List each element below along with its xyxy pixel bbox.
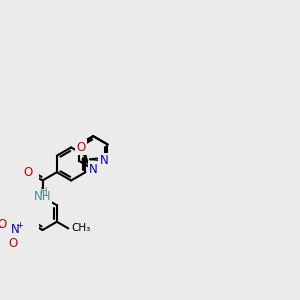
Text: O: O (8, 236, 17, 250)
Text: H: H (40, 187, 48, 197)
Text: N: N (89, 163, 98, 176)
Text: O: O (24, 166, 33, 179)
Text: N: N (100, 154, 108, 167)
Text: O: O (76, 141, 86, 154)
Text: N: N (11, 223, 20, 236)
Text: +: + (16, 221, 23, 230)
Text: CH₃: CH₃ (72, 224, 91, 233)
Text: NH: NH (34, 190, 51, 203)
Text: O: O (0, 218, 7, 231)
Text: −: − (0, 223, 3, 233)
